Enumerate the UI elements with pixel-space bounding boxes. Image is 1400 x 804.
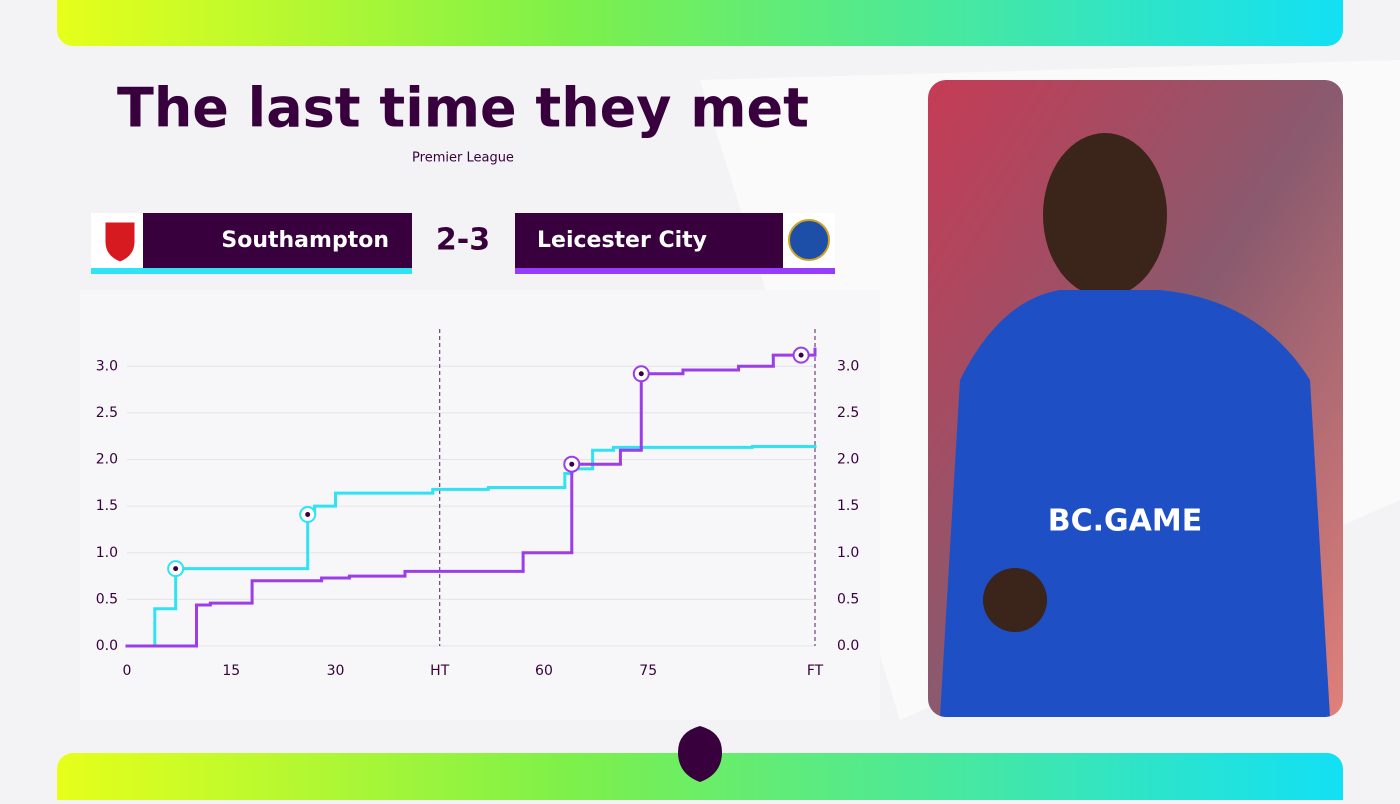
y2-tick-label: 0.0 xyxy=(837,638,859,654)
x-tick-label: FT xyxy=(807,663,824,679)
y2-tick-label: 1.0 xyxy=(837,545,859,561)
away-underline xyxy=(515,268,835,274)
y2-tick-label: 0.5 xyxy=(837,591,859,607)
jersey-sponsor: BC.GAME xyxy=(1048,504,1202,539)
y-tick-label: 2.0 xyxy=(96,452,118,468)
title: The last time they met xyxy=(117,77,809,140)
league-logo xyxy=(678,726,722,782)
player-head xyxy=(1043,133,1167,297)
goal-ball xyxy=(173,566,179,572)
goal-ball xyxy=(305,512,311,518)
y-tick-label: 1.0 xyxy=(96,545,118,561)
goal-ball xyxy=(638,371,644,377)
away-team: Leicester City xyxy=(537,228,707,253)
y-tick-label: 1.5 xyxy=(96,498,118,514)
home-team: Southampton xyxy=(221,228,389,253)
photo: BC.GAME xyxy=(928,80,1343,717)
x-tick-label: HT xyxy=(430,663,450,679)
x-tick-label: 60 xyxy=(535,663,553,679)
subtitle: Premier League xyxy=(412,151,514,166)
goal-ball xyxy=(798,352,804,358)
away-box xyxy=(515,213,783,268)
y2-tick-label: 1.5 xyxy=(837,498,859,514)
score: 2-3 xyxy=(436,223,490,258)
player-fist xyxy=(983,568,1047,632)
away-crest xyxy=(788,219,830,261)
x-tick-label: 75 xyxy=(639,663,657,679)
home-box xyxy=(143,213,412,268)
home-crest xyxy=(104,221,136,263)
goal-ball xyxy=(569,461,575,467)
x-tick-label: 30 xyxy=(327,663,345,679)
y2-tick-label: 3.0 xyxy=(837,358,859,374)
top-band xyxy=(57,0,1343,46)
chart-panel xyxy=(80,290,880,720)
y-tick-label: 0.5 xyxy=(96,591,118,607)
x-tick-label: 15 xyxy=(222,663,240,679)
y2-tick-label: 2.0 xyxy=(837,452,859,468)
y2-tick-label: 2.5 xyxy=(837,405,859,421)
y-tick-label: 3.0 xyxy=(96,358,118,374)
home-underline xyxy=(91,268,412,274)
plot: 0.0 0.0 0.5 0.5 1.0 1.0 1.5 1.5 2.0 2.0 2.5 2.5 3.0 3… xyxy=(96,329,859,679)
y-tick-label: 2.5 xyxy=(96,405,118,421)
y-tick-label: 0.0 xyxy=(96,638,118,654)
x-tick-label: 0 xyxy=(123,663,132,679)
